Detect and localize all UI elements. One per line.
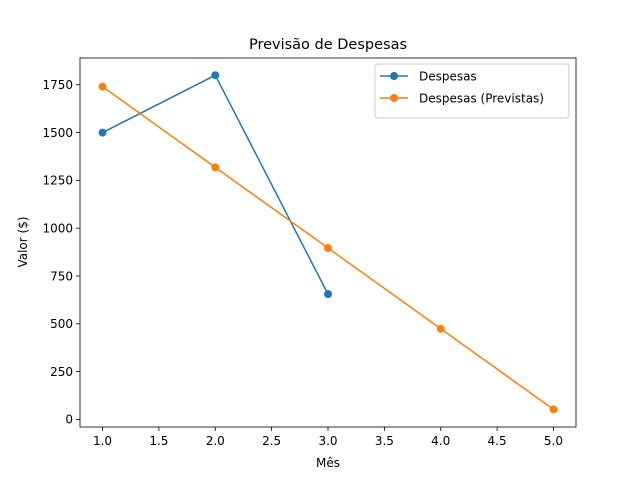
- x-axis-title: Mês: [316, 456, 340, 470]
- y-tick-label: 1250: [42, 174, 73, 188]
- legend-label-1: Despesas: [419, 69, 477, 83]
- x-tick-label: 3.5: [375, 434, 394, 448]
- legend-marker-2: [390, 94, 398, 102]
- series-2-point: [324, 244, 332, 253]
- y-tick-label: 750: [50, 269, 73, 283]
- y-tick-label: 1000: [42, 221, 73, 235]
- legend-label-2: Despesas (Previstas): [419, 91, 544, 105]
- x-tick-label: 1.0: [93, 434, 112, 448]
- y-tick-label: 0: [65, 413, 73, 427]
- y-tick-label: 250: [50, 365, 73, 379]
- series-1-point: [211, 71, 220, 80]
- series-2-point: [549, 405, 558, 414]
- y-axis-title: Valor ($): [16, 216, 30, 267]
- series-1-point: [98, 128, 107, 137]
- x-tick-label: 4.5: [488, 434, 507, 448]
- y-tick-label: 1750: [42, 78, 73, 92]
- legend-box: [374, 63, 570, 119]
- legend: Despesas Despesas (Previstas): [374, 63, 570, 119]
- y-tick-label: 1500: [42, 126, 73, 140]
- x-tick-label: 1.5: [149, 434, 168, 448]
- chart-title: Previsão de Despesas: [249, 37, 407, 53]
- plot-area: 1.0 1.5 2.0 2.5 3.0 3.5 4.0 4.5 5.0 0 250 500 750 100…: [42, 57, 577, 448]
- x-tick-label: 2.5: [262, 434, 281, 448]
- x-tick-label: 4.0: [431, 434, 450, 448]
- series-2-point: [211, 163, 220, 172]
- y-tick-label: 500: [50, 317, 73, 331]
- x-tick-label: 5.0: [544, 434, 563, 448]
- series-1-point: [324, 290, 332, 299]
- x-tick-label: 3.0: [318, 434, 337, 448]
- series-2-point: [436, 324, 445, 333]
- series-2-point: [98, 82, 107, 91]
- legend-marker-1: [390, 72, 398, 80]
- x-tick-label: 2.0: [206, 434, 225, 448]
